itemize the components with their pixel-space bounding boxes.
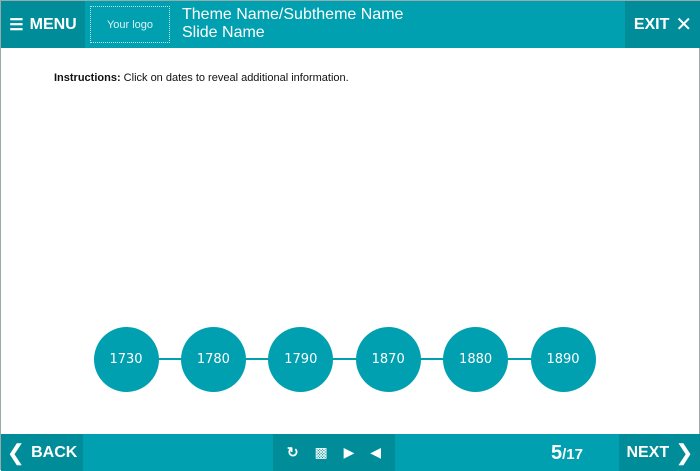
play-icon[interactable]: ▶	[343, 444, 355, 460]
timeline-date-1790[interactable]: 1790	[268, 327, 334, 392]
timeline-date-1780[interactable]: 1780	[180, 327, 246, 392]
timeline-date-1730[interactable]: 1730	[93, 327, 159, 392]
timeline-date-1890[interactable]: 1890	[530, 327, 596, 392]
back-button[interactable]: ❮ BACK	[1, 434, 83, 471]
logo: Your logo	[90, 6, 170, 43]
exit-label: EXIT	[633, 15, 670, 33]
menu-button[interactable]: ☰ MENU	[1, 1, 85, 48]
instructions-text: Click on dates to reveal additional info…	[120, 72, 349, 84]
timeline-date-1880[interactable]: 1880	[443, 327, 509, 392]
slide-name: Slide Name	[182, 24, 265, 41]
next-button[interactable]: NEXT ❯	[619, 434, 700, 471]
close-icon: ✕	[675, 14, 693, 36]
player-controls: ↻ ▩ ▶ ◀	[273, 434, 395, 471]
volume-icon[interactable]: ◀	[370, 444, 382, 460]
header-bar: ☰ MENU Your logo Theme Name/Subtheme Name…	[1, 1, 700, 48]
page-current: 5	[551, 442, 563, 464]
chevron-left-icon: ❮	[6, 439, 26, 465]
footer-bar: ❮ BACK ↻ ▩ ▶ ◀ 5/17 NEXT ❯	[1, 434, 700, 471]
instructions: Instructions: Click on dates to reveal a…	[54, 72, 349, 84]
theme-title: Theme Name/Subtheme Name	[182, 6, 404, 23]
menu-label: MENU	[29, 15, 77, 33]
back-label: BACK	[31, 443, 78, 461]
next-label: NEXT	[626, 443, 670, 461]
replay-icon[interactable]: ↻	[286, 444, 299, 460]
page-counter: 5/17	[551, 442, 583, 465]
page-total: /17	[562, 446, 583, 463]
captions-icon[interactable]: ▩	[314, 444, 328, 460]
timeline-line	[126, 358, 563, 360]
hamburger-icon: ☰	[9, 16, 24, 34]
exit-button[interactable]: EXIT ✕	[625, 1, 700, 48]
chevron-right-icon: ❯	[675, 439, 694, 465]
instructions-label: Instructions:	[54, 72, 121, 84]
timeline: 1730 1780 1790 1870 1880 1890	[1, 321, 700, 401]
slide-titles: Theme Name/Subtheme Name Slide Name	[182, 6, 403, 42]
timeline-date-1870[interactable]: 1870	[355, 327, 421, 392]
